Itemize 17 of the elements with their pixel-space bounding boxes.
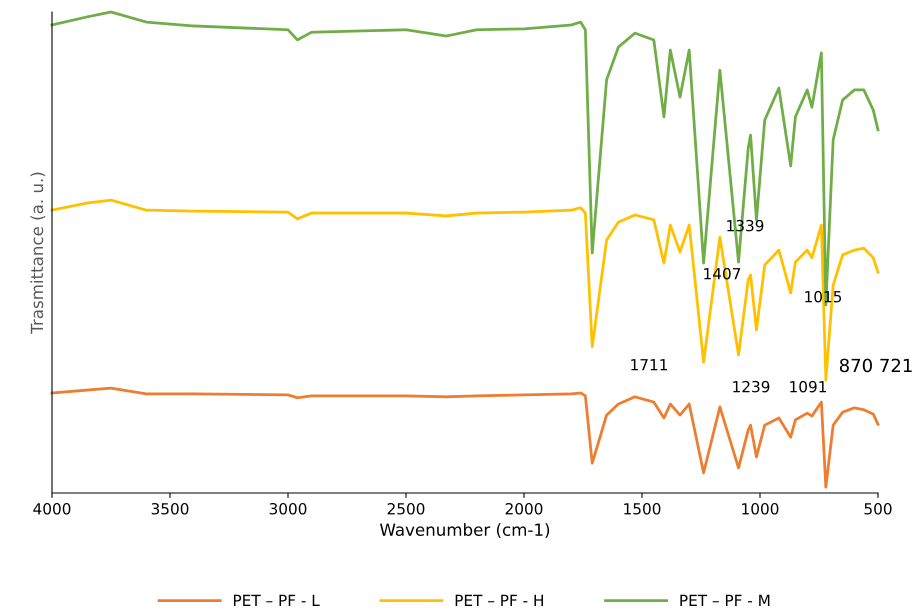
annotation: 1711 (631, 359, 668, 370)
legend-label: PET – PF - M (680, 594, 770, 606)
annotation: 870 721 (840, 358, 912, 372)
x-axis-title: Wavenumber (cm-1) (380, 523, 550, 538)
x-tick-label: 3000 (270, 502, 306, 515)
legend-label: PET – PF - L (234, 594, 320, 606)
annotation: 1091 (790, 380, 826, 392)
y-axis-title: Trasmittance (a. u.) (30, 172, 46, 334)
x-tick-label: 3500 (152, 502, 188, 515)
x-tick-label: 500 (864, 502, 892, 515)
x-tick-label: 4000 (33, 502, 70, 515)
x-tick-label: 1500 (624, 502, 660, 515)
x-tick-label: 2000 (506, 502, 542, 515)
x-tick-label: 1000 (742, 502, 778, 515)
annotation: 1239 (733, 380, 770, 392)
legend-label: PET – PF - H (456, 594, 543, 606)
x-tick-label: 2500 (388, 502, 424, 515)
